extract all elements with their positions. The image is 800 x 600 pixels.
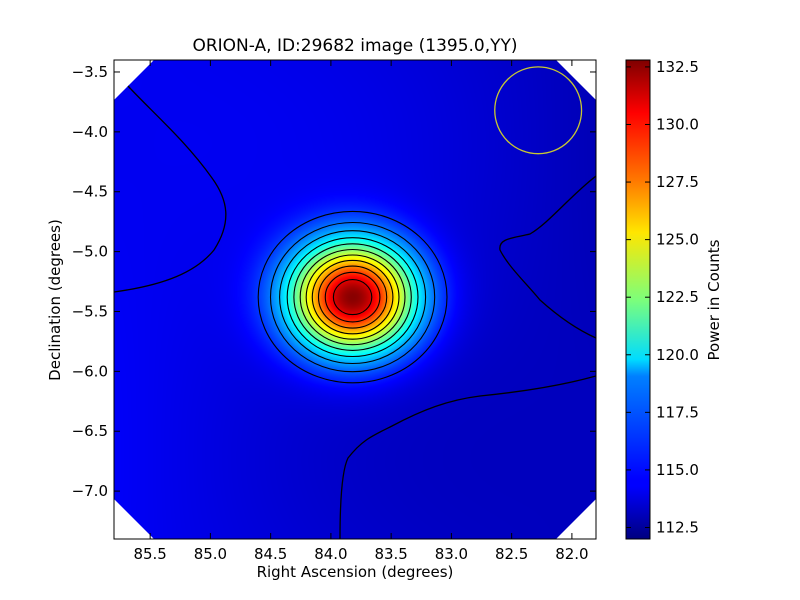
x-tick-label: 85.5 [133,545,166,563]
x-tick-label: 84.0 [314,545,347,563]
colorbar-tick-label: 132.5 [656,58,699,76]
contour-line [311,259,394,335]
contour-right [499,175,596,339]
plot-area [113,59,597,540]
field-edge-mask [114,60,596,539]
corner-mask-top-right [556,60,596,100]
contour-line [324,271,381,323]
x-axis-label: Right Ascension (degrees) [257,563,454,581]
colorbar-frame [625,59,651,540]
corner-mask-bottom-right [556,499,596,539]
y-tick-label: −3.5 [72,63,108,81]
x-tick-label: 83.5 [374,545,407,563]
colorbar-tick-label: 120.0 [656,346,699,364]
colorbar-gradient [626,60,650,539]
contour-line [269,221,436,373]
x-axis-ticks: 85.5 85.0 84.5 84.0 83.5 83.0 82.5 82.0 [133,60,589,563]
contour-line [279,230,427,365]
chart-title: ORION-A, ID:29682 image (1395.0,YY) [192,36,517,56]
colorbar-tick-label: 122.5 [656,288,699,306]
colorbar-tick-label: 125.0 [656,231,699,249]
contour-line [305,254,400,340]
colorbar: 112.5 115.0 117.5 120.0 122.5 125.0 127.5 130.0… [625,58,723,540]
colorbar-ticks: 112.5 115.0 117.5 120.0 122.5 125.0 127.5 130.0… [626,58,699,536]
colorbar-tick-label: 117.5 [656,403,699,421]
contour-line [317,265,388,329]
y-tick-label: −5.0 [72,243,108,261]
contour-lines [257,210,448,384]
y-axis-label: Declination (degrees) [46,219,64,381]
colorbar-label: Power in Counts [705,239,723,360]
corner-mask-top-left [114,60,154,100]
x-tick-label: 82.0 [555,545,588,563]
contour-bottom [339,375,596,539]
contour-line [257,210,448,384]
y-axis-ticks: −3.5 −4.0 −4.5 −5.0 −5.5 −6.0 −6.5 −7.0 [72,63,596,500]
colorbar-tick-label: 127.5 [656,173,699,191]
colorbar-tick-label: 112.5 [656,518,699,536]
beam-circle [494,66,583,155]
heatmap-image [114,60,596,539]
y-tick-label: −6.0 [72,362,108,380]
contour-upper-left [114,85,227,293]
y-tick-label: −7.0 [72,482,108,500]
colorbar-tick-label: 130.0 [656,115,699,133]
y-tick-label: −6.5 [72,422,108,440]
contour-line [332,279,373,316]
corner-mask-bottom-left [114,499,154,539]
y-tick-label: −4.0 [72,123,108,141]
y-tick-label: −5.5 [72,302,108,320]
contour-line [286,237,419,358]
x-tick-label: 83.0 [435,545,468,563]
y-tick-label: −4.5 [72,183,108,201]
background-contours [114,85,596,539]
x-tick-label: 84.5 [254,545,287,563]
x-tick-label: 85.0 [194,545,227,563]
contour-line [299,248,406,346]
plot-frame [113,59,597,540]
x-tick-label: 82.5 [495,545,528,563]
contour-line [293,243,412,351]
colorbar-tick-label: 115.0 [656,461,699,479]
